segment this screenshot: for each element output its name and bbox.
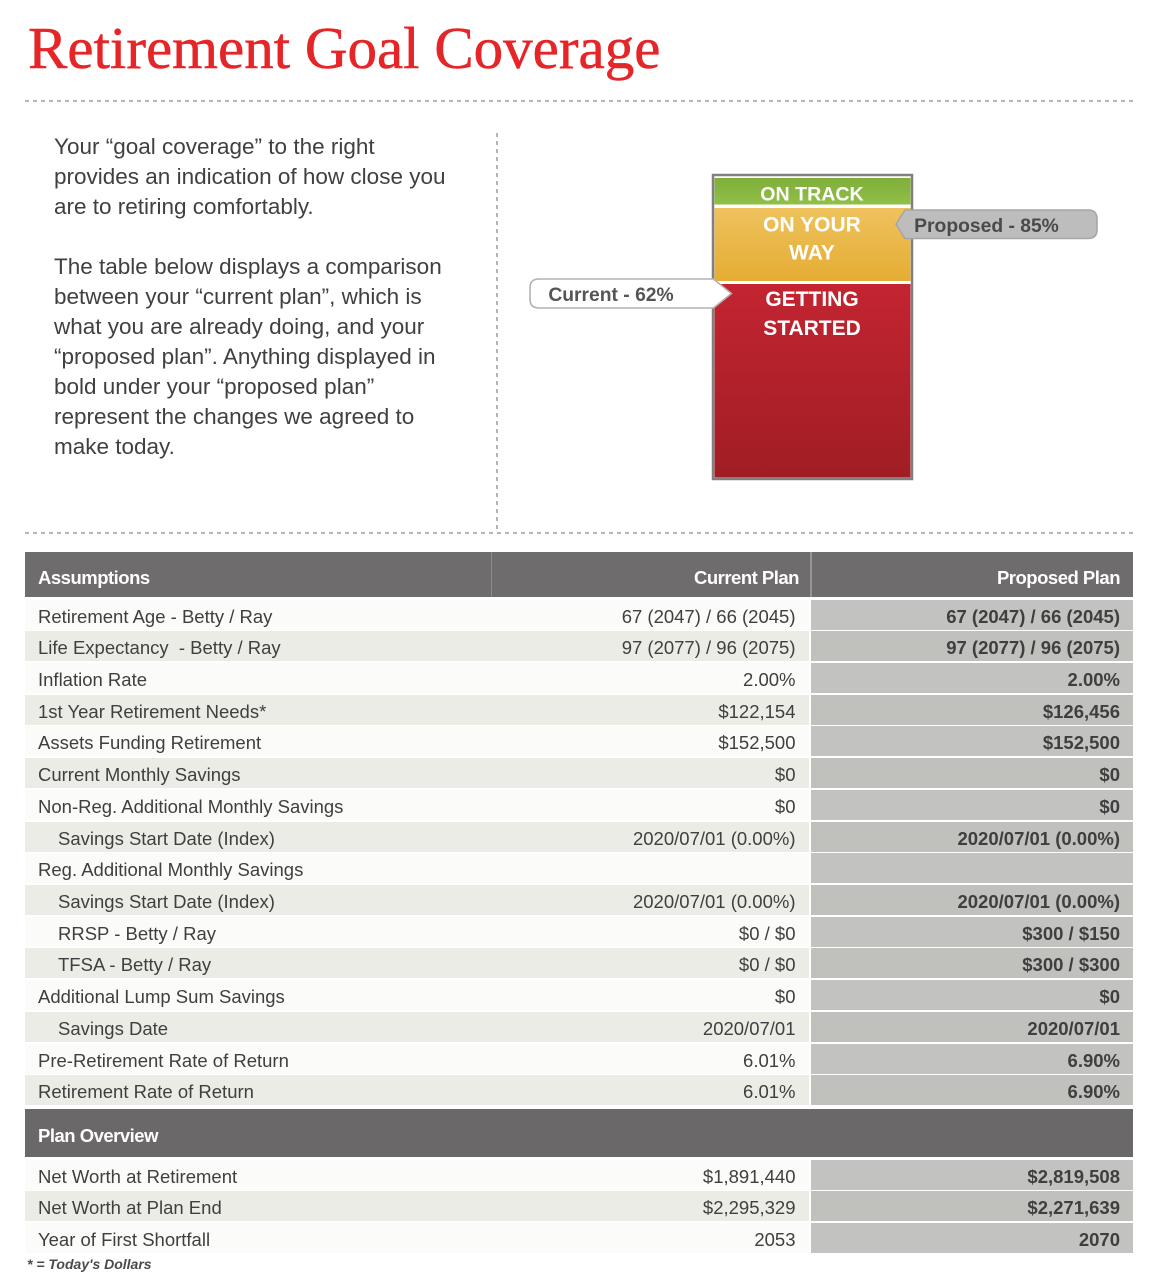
svg-text:ON TRACK: ON TRACK	[760, 184, 863, 206]
svg-text:STARTED: STARTED	[763, 317, 861, 340]
svg-text:GETTING: GETTING	[765, 288, 858, 311]
svg-text:Current - 62%: Current - 62%	[548, 285, 673, 306]
svg-text:WAY: WAY	[789, 242, 835, 265]
svg-text:Proposed - 85%: Proposed - 85%	[914, 216, 1059, 237]
svg-text:ON YOUR: ON YOUR	[763, 214, 861, 237]
